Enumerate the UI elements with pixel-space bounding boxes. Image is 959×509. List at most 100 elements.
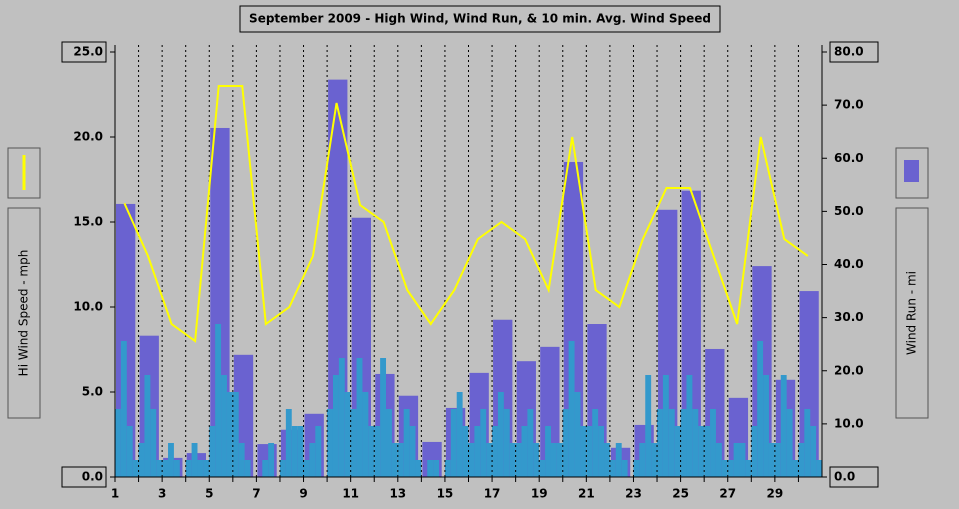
avg-bar [615, 443, 622, 477]
avg-bar [456, 392, 463, 477]
title-box [239, 5, 721, 33]
y-tick-label: 15.0 [73, 215, 103, 229]
tick-box [829, 41, 879, 63]
avg-bar [798, 443, 805, 477]
avg-bar [380, 358, 387, 477]
avg-bar [156, 460, 163, 477]
avg-bar [291, 426, 298, 477]
avg-bar [268, 443, 275, 477]
avg-bar [386, 409, 392, 477]
avg-bar [763, 375, 769, 477]
y-tick-label: 25.0 [73, 45, 103, 59]
avg-bar [739, 443, 746, 477]
avg-bar [651, 443, 658, 477]
avg-bar [209, 426, 216, 477]
x-tick-label: 17 [484, 487, 501, 501]
avg-bar [645, 375, 652, 477]
avg-bar [680, 409, 687, 477]
x-tick-label: 5 [205, 487, 213, 501]
y2-tick-label: 60.0 [834, 151, 864, 165]
avg-bar [727, 460, 734, 477]
avg-bar [391, 443, 398, 477]
avg-bar [804, 409, 811, 477]
y2-tick-label: 0.0 [834, 470, 855, 484]
avg-bar [168, 443, 174, 477]
avg-bar [185, 460, 192, 477]
avg-bar [816, 460, 822, 477]
avg-bar [409, 426, 416, 477]
avg-bar [462, 426, 469, 477]
x-tick-label: 29 [767, 487, 784, 501]
avg-bar [468, 443, 475, 477]
y-tick-label: 5.0 [82, 385, 103, 399]
x-tick-label: 1 [111, 487, 119, 501]
x-tick-label: 7 [252, 487, 260, 501]
avg-bar [132, 460, 139, 477]
x-tick-label: 9 [299, 487, 307, 501]
x-tick-label: 15 [437, 487, 454, 501]
x-tick-label: 23 [625, 487, 642, 501]
avg-bar [344, 392, 351, 477]
avg-bar [138, 443, 145, 477]
legend-swatch [904, 160, 919, 182]
avg-bar [574, 392, 581, 477]
avg-bar [503, 409, 510, 477]
avg-bar [221, 375, 227, 477]
avg-bar [810, 426, 817, 477]
bar [681, 190, 701, 477]
y-tick-label: 20.0 [73, 130, 103, 144]
y2-tick-label: 80.0 [834, 45, 864, 59]
avg-bar [303, 460, 310, 477]
avg-bar [338, 358, 345, 477]
avg-bar [562, 409, 569, 477]
avg-bar [397, 443, 404, 477]
avg-bar [698, 426, 705, 477]
avg-bar [403, 409, 410, 477]
avg-bar [633, 460, 640, 477]
x-tick-label: 19 [531, 487, 548, 501]
line [123, 85, 809, 343]
x-tick-label: 13 [389, 487, 406, 501]
avg-bar [774, 443, 781, 477]
avg-bar [621, 460, 628, 477]
avg-bar [232, 392, 239, 477]
x-tick-label: 11 [342, 487, 359, 501]
tick-box [829, 466, 879, 488]
avg-bar [533, 443, 540, 477]
avg-bar [674, 426, 681, 477]
avg-bar [492, 426, 498, 477]
avg-bar [474, 426, 481, 477]
avg-bar [350, 409, 357, 477]
avg-bar [527, 409, 534, 477]
avg-bar [657, 409, 663, 477]
avg-bar [580, 426, 587, 477]
avg-bar [362, 392, 369, 477]
avg-bar [297, 426, 304, 477]
avg-bar [515, 443, 522, 477]
tick-box [61, 466, 107, 488]
avg-bar [521, 426, 528, 477]
avg-bar [686, 375, 693, 477]
avg-bar [120, 341, 127, 477]
avg-bar [757, 341, 764, 477]
avg-bar [786, 409, 793, 477]
y2-label-box [895, 207, 929, 419]
x-tick-label: 25 [672, 487, 689, 501]
avg-bar [450, 409, 457, 477]
avg-bar [144, 375, 151, 477]
avg-bar [550, 443, 557, 477]
avg-bar [745, 460, 752, 477]
avg-bar [480, 409, 487, 477]
avg-bar [285, 409, 292, 477]
avg-bar [780, 375, 787, 477]
avg-bar [126, 426, 133, 477]
avg-bar [733, 443, 740, 477]
avg-bar [444, 460, 451, 477]
y2-tick-label: 30.0 [834, 310, 864, 324]
avg-bar [433, 460, 440, 477]
avg-bar [662, 375, 669, 477]
avg-bar [598, 426, 605, 477]
avg-bar [704, 426, 711, 477]
avg-bar [539, 460, 546, 477]
